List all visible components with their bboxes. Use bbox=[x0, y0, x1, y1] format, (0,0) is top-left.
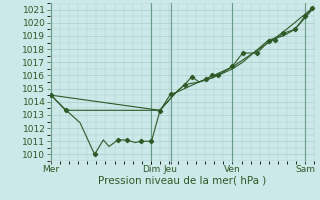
X-axis label: Pression niveau de la mer( hPa ): Pression niveau de la mer( hPa ) bbox=[98, 176, 267, 186]
